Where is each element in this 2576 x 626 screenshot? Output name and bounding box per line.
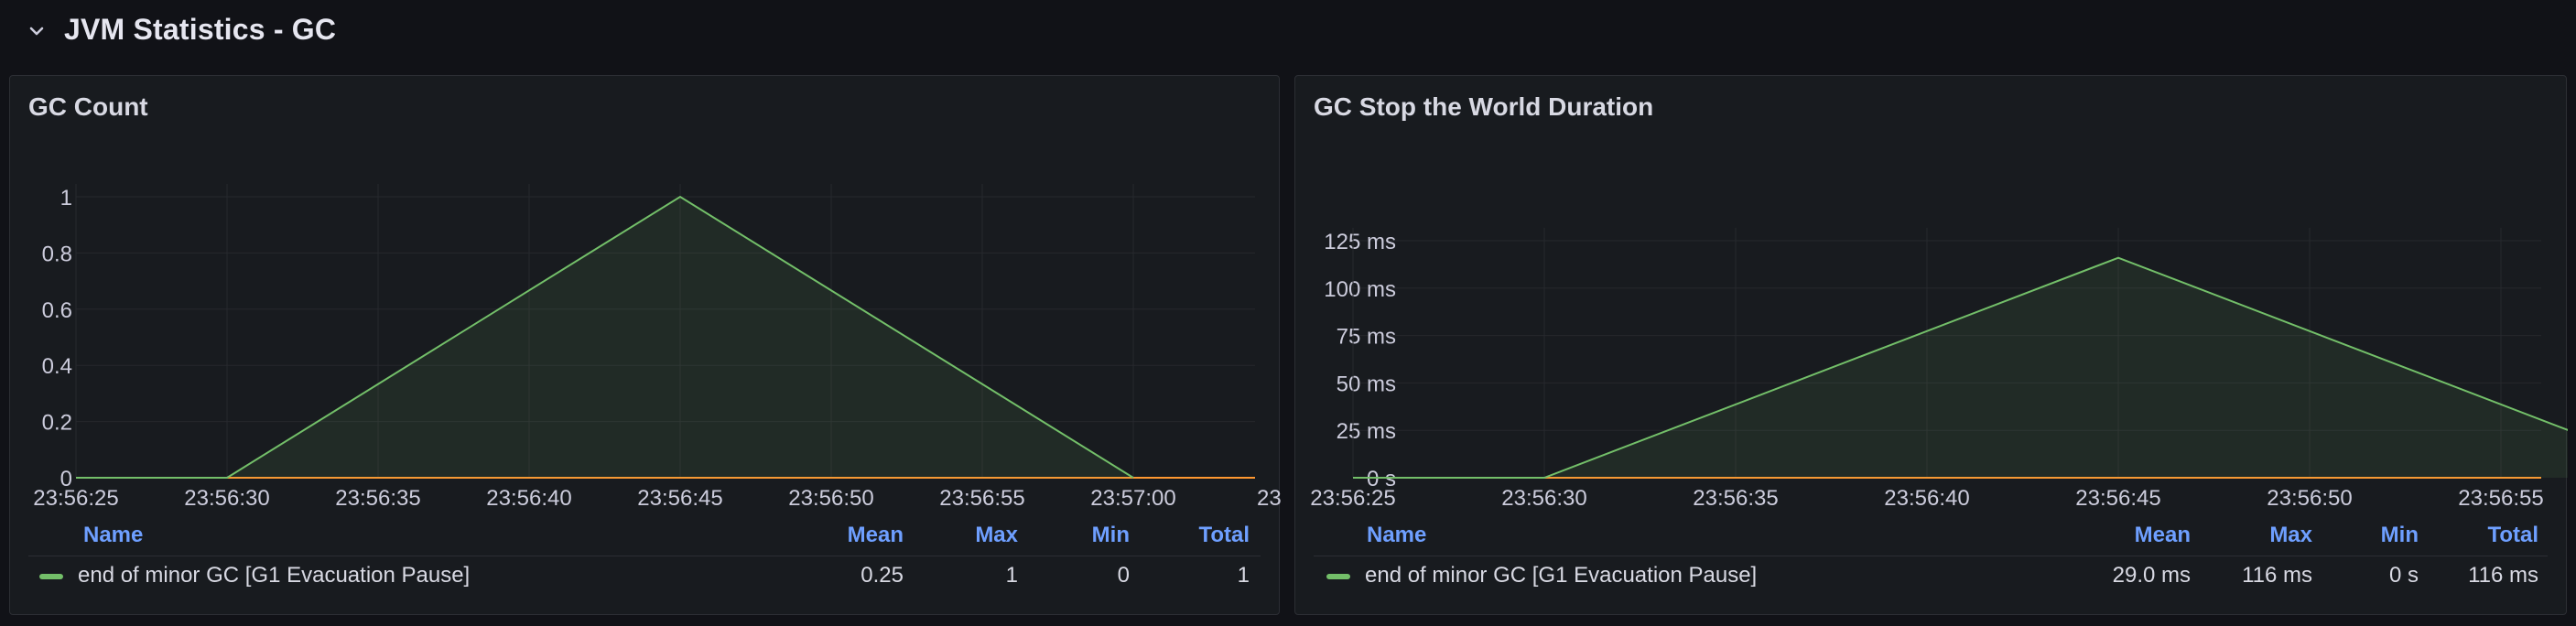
x-tick-label: 23:56:30 xyxy=(184,486,269,511)
legend-series-name[interactable]: end of minor GC [G1 Evacuation Pause] xyxy=(78,563,471,588)
legend-series-name[interactable]: end of minor GC [G1 Evacuation Pause] xyxy=(1365,563,1758,588)
panel-gc-count[interactable]: GC Count 0 0.2 0.4 0.6 0.8 1 23:56:25 23:56:30 2… xyxy=(9,75,1281,615)
legend-total-value: 1 xyxy=(1237,563,1250,588)
series-color-swatch xyxy=(39,574,63,579)
x-tick-label: 23:56:25 xyxy=(1310,486,1395,511)
x-tick-label: 23:56:50 xyxy=(788,486,873,511)
x-tick-label: 23:56:40 xyxy=(1884,486,1969,511)
y-tick-label: 100 ms xyxy=(1324,277,1396,302)
legend-header: Name Mean Max Min Total xyxy=(10,523,1279,554)
legend-col-max[interactable]: Max xyxy=(975,523,1018,547)
series-line xyxy=(1353,256,2568,479)
x-tick-label: 23:56:30 xyxy=(1501,486,1586,511)
x-tick-label: 23:56:50 xyxy=(2267,486,2352,511)
legend-col-mean[interactable]: Mean xyxy=(847,523,904,547)
legend-row[interactable]: end of minor GC [G1 Evacuation Pause] 0.… xyxy=(10,563,1279,599)
x-tick-label: 23:56:45 xyxy=(637,486,722,511)
y-tick-label: 1 xyxy=(60,186,72,210)
y-tick-label: 0.8 xyxy=(42,242,72,266)
y-tick-label: 0.2 xyxy=(42,411,72,436)
legend-col-total[interactable]: Total xyxy=(2487,523,2538,547)
y-tick-label: 125 ms xyxy=(1324,230,1396,254)
x-tick-label: 23:56:55 xyxy=(2458,486,2543,511)
series-line xyxy=(76,195,1134,479)
y-tick-label: 0.6 xyxy=(42,298,72,323)
series-color-swatch xyxy=(1326,574,1350,579)
y-tick-label: 0 xyxy=(60,467,72,491)
y-tick-label: 0.4 xyxy=(42,354,72,379)
series-area-fill xyxy=(76,197,1133,478)
x-tick-label: 23:57:00 xyxy=(1090,486,1175,511)
x-tick-label: 23:56:55 xyxy=(939,486,1024,511)
legend-mean-value: 29.0 ms xyxy=(2112,563,2191,588)
legend-col-min[interactable]: Min xyxy=(1091,523,1130,547)
legend-header: Name Mean Max Min Total xyxy=(1295,523,2566,554)
y-tick-label: 50 ms xyxy=(1337,372,1396,396)
x-tick-label: 23:56:45 xyxy=(2075,486,2160,511)
series-area-fill xyxy=(1353,257,2568,478)
legend-mean-value: 0.25 xyxy=(860,563,904,588)
y-tick-label: 25 ms xyxy=(1337,419,1396,444)
timeseries-chart[interactable]: 0 0.2 0.4 0.6 0.8 1 23:56:25 23:56:30 23:56:35 23… xyxy=(10,76,1281,515)
panel-gc-stop-the-world-duration[interactable]: GC Stop the World Duration 0 s 25 ms 50 ms… xyxy=(1294,75,2568,615)
panel-title: GC Stop the World Duration xyxy=(1314,92,1654,121)
x-tick-label: 23:56:35 xyxy=(1693,486,1778,511)
legend-min-value: 0 xyxy=(1117,563,1130,588)
chevron-down-icon[interactable] xyxy=(26,20,48,42)
x-tick-label: 23:57 xyxy=(1257,486,1281,511)
legend-row[interactable]: end of minor GC [G1 Evacuation Pause] 29… xyxy=(1295,563,2566,599)
x-tick-label: 23:56:35 xyxy=(335,486,420,511)
legend-col-mean[interactable]: Mean xyxy=(2134,523,2191,547)
legend-max-value: 116 ms xyxy=(2242,563,2312,588)
row-header[interactable]: JVM Statistics - GC xyxy=(0,0,2576,66)
x-tick-label: 23:56:25 xyxy=(33,486,118,511)
legend-col-total[interactable]: Total xyxy=(1198,523,1250,547)
y-tick-label: 75 ms xyxy=(1337,325,1396,350)
row-title[interactable]: JVM Statistics - GC xyxy=(64,13,337,46)
legend-col-name[interactable]: Name xyxy=(1367,523,1427,547)
y-tick-label: 0 s xyxy=(1367,467,1396,491)
legend-min-value: 0 s xyxy=(2388,563,2419,588)
timeseries-chart[interactable]: 0 s 25 ms 50 ms 75 ms 100 ms 125 ms 23:56:25 23… xyxy=(1295,76,2568,515)
legend-col-max[interactable]: Max xyxy=(2269,523,2312,547)
panel-title: GC Count xyxy=(28,92,148,121)
x-tick-label: 23:56:40 xyxy=(486,486,571,511)
legend-col-name[interactable]: Name xyxy=(83,523,144,547)
legend-max-value: 1 xyxy=(1005,563,1018,588)
legend-total-value: 116 ms xyxy=(2468,563,2538,588)
legend-col-min[interactable]: Min xyxy=(2380,523,2419,547)
